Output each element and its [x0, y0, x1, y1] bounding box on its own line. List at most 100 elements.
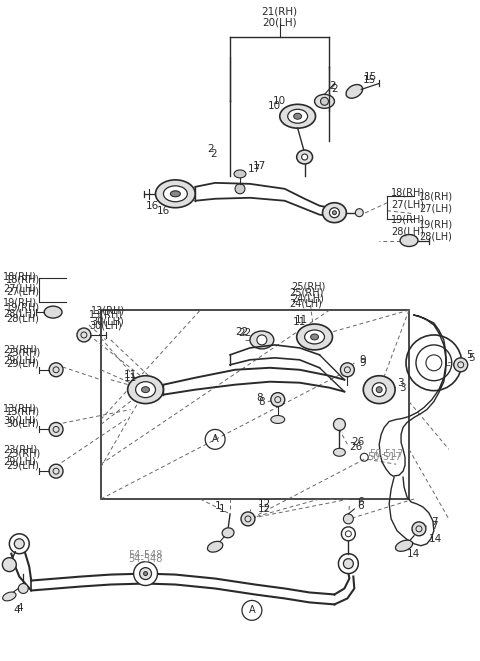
Ellipse shape [207, 541, 223, 552]
Text: 26: 26 [349, 442, 362, 452]
Text: 2: 2 [329, 81, 336, 91]
Text: 8: 8 [257, 393, 263, 403]
Text: 6: 6 [357, 497, 364, 507]
Circle shape [235, 184, 245, 194]
Circle shape [372, 383, 386, 397]
Circle shape [343, 514, 353, 524]
Text: 11: 11 [124, 373, 137, 383]
Ellipse shape [170, 191, 180, 197]
Ellipse shape [294, 113, 301, 119]
Text: 2: 2 [210, 149, 216, 159]
Text: 15: 15 [362, 75, 376, 85]
Text: 4: 4 [16, 603, 23, 613]
Circle shape [334, 418, 346, 430]
Text: 13(RH)
30(LH): 13(RH) 30(LH) [89, 309, 123, 331]
Circle shape [133, 562, 157, 586]
Text: 13(RH)
30(LH): 13(RH) 30(LH) [3, 404, 37, 425]
Text: 17: 17 [248, 164, 261, 174]
Ellipse shape [136, 381, 156, 398]
Ellipse shape [314, 95, 335, 108]
Circle shape [454, 358, 468, 371]
Ellipse shape [396, 540, 413, 551]
Ellipse shape [142, 387, 150, 393]
Text: 21(RH)
20(LH): 21(RH) 20(LH) [262, 6, 298, 28]
Circle shape [18, 584, 28, 594]
Text: 3: 3 [397, 377, 404, 388]
Ellipse shape [363, 375, 395, 404]
Circle shape [412, 522, 426, 536]
Text: 54-548: 54-548 [128, 554, 163, 564]
Circle shape [355, 209, 363, 217]
Text: 19(RH)
28(LH): 19(RH) 28(LH) [419, 219, 453, 241]
Text: 14: 14 [407, 549, 420, 559]
Bar [101, 310, 409, 499]
Text: 8: 8 [259, 397, 265, 407]
Circle shape [271, 393, 285, 407]
Circle shape [49, 363, 63, 377]
Circle shape [376, 387, 382, 393]
Circle shape [49, 422, 63, 436]
Text: 9: 9 [360, 358, 366, 368]
Text: 11: 11 [124, 369, 137, 379]
Text: 17: 17 [253, 161, 266, 171]
Text: 19(RH)
28(LH): 19(RH) 28(LH) [391, 215, 425, 237]
Text: 2: 2 [332, 85, 338, 95]
Ellipse shape [271, 416, 285, 424]
Circle shape [333, 211, 336, 215]
Text: 50-517: 50-517 [369, 449, 404, 459]
Text: 13(RH)
30(LH): 13(RH) 30(LH) [91, 305, 125, 327]
Text: 2: 2 [207, 144, 214, 154]
Text: 25(RH)
24(LH): 25(RH) 24(LH) [290, 288, 324, 309]
Circle shape [9, 534, 29, 554]
Text: 12: 12 [258, 504, 271, 514]
Ellipse shape [305, 330, 324, 344]
Text: 18(RH)
27(LH): 18(RH) 27(LH) [3, 272, 37, 293]
Text: 25(RH)
24(LH): 25(RH) 24(LH) [292, 282, 326, 303]
Circle shape [301, 154, 308, 160]
Text: 3: 3 [399, 383, 406, 393]
Text: 13(RH)
30(LH): 13(RH) 30(LH) [6, 407, 40, 428]
Text: 19(RH)
28(LH): 19(RH) 28(LH) [6, 302, 40, 324]
Circle shape [77, 328, 91, 342]
Text: 16: 16 [157, 206, 170, 215]
Text: 50-517: 50-517 [367, 452, 402, 462]
Ellipse shape [311, 334, 319, 340]
Text: 22: 22 [235, 327, 249, 337]
Text: 1: 1 [215, 501, 221, 511]
Text: 54-548: 54-548 [128, 550, 163, 560]
Circle shape [340, 363, 354, 377]
Ellipse shape [280, 104, 315, 128]
Text: 15: 15 [364, 73, 378, 83]
Ellipse shape [297, 150, 312, 164]
Ellipse shape [334, 448, 346, 456]
Text: 6: 6 [357, 501, 364, 511]
Circle shape [321, 97, 328, 105]
Text: 10: 10 [273, 97, 287, 106]
Text: 14: 14 [429, 534, 442, 544]
Text: 7: 7 [431, 517, 437, 527]
Text: 5: 5 [467, 350, 473, 360]
Text: 23(RH)
29(LH): 23(RH) 29(LH) [6, 347, 41, 369]
Ellipse shape [44, 306, 62, 318]
Circle shape [2, 558, 16, 572]
Ellipse shape [346, 85, 362, 98]
Ellipse shape [128, 375, 164, 404]
Circle shape [49, 464, 63, 478]
Circle shape [343, 559, 353, 568]
Text: 12: 12 [258, 499, 271, 509]
Text: 11: 11 [293, 317, 306, 327]
Text: A: A [249, 605, 255, 615]
Text: 9: 9 [360, 355, 366, 365]
Text: A: A [212, 434, 218, 444]
Circle shape [14, 539, 24, 549]
Text: 23(RH)
29(LH): 23(RH) 29(LH) [3, 444, 37, 466]
Text: 18(RH)
27(LH): 18(RH) 27(LH) [391, 188, 425, 210]
Text: 18(RH)
27(LH): 18(RH) 27(LH) [419, 192, 453, 214]
Text: 4: 4 [13, 605, 20, 615]
Text: 1: 1 [219, 504, 226, 514]
Circle shape [140, 568, 152, 580]
Ellipse shape [164, 186, 187, 202]
Circle shape [257, 335, 267, 345]
Text: 16: 16 [146, 201, 159, 211]
Text: 10: 10 [268, 101, 281, 111]
